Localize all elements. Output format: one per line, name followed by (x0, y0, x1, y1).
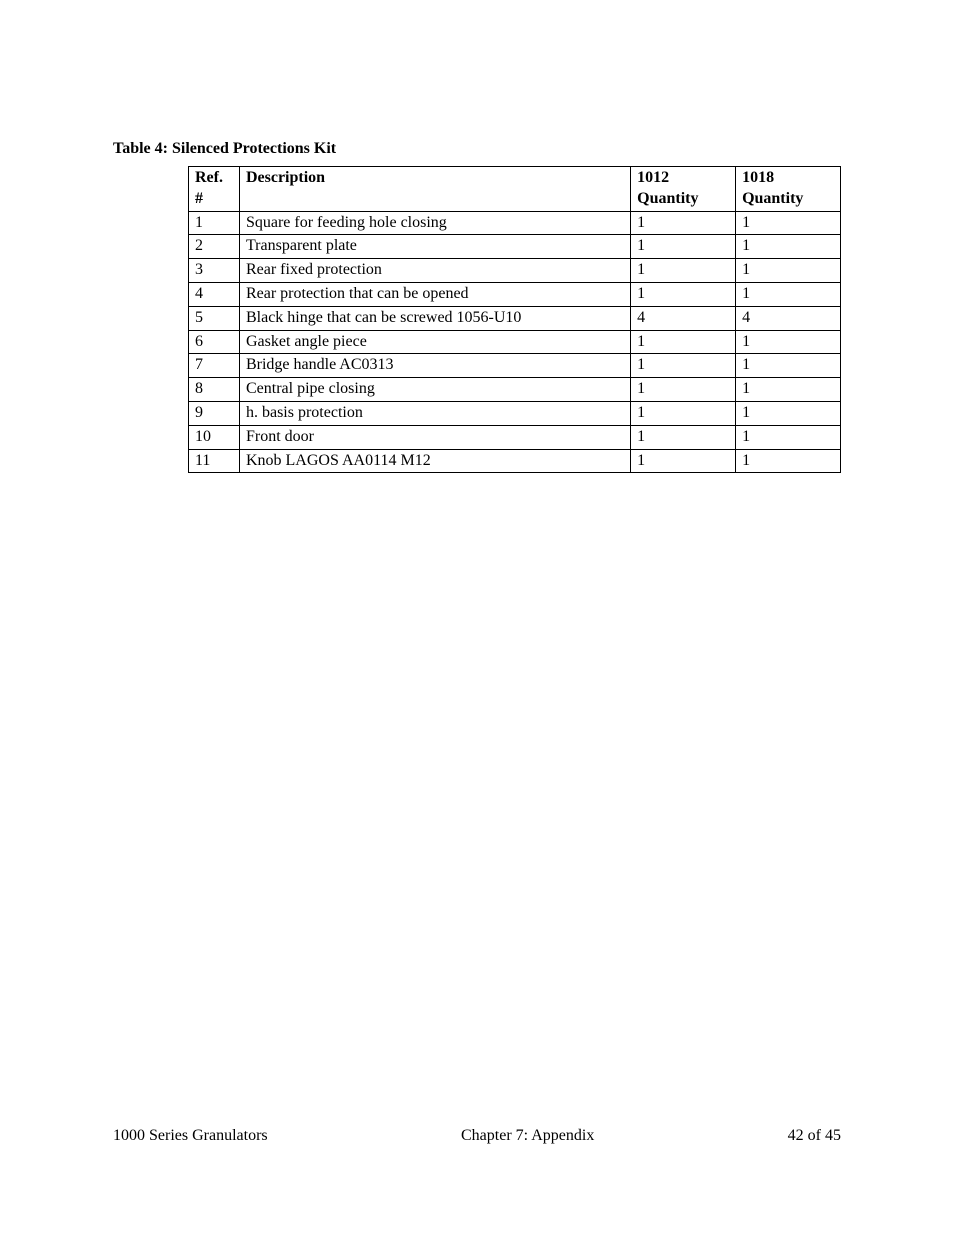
table-row: 3 Rear fixed protection 1 1 (189, 259, 841, 283)
cell-q1: 1 (631, 211, 736, 235)
cell-ref: 2 (189, 235, 240, 259)
table-row: 9 h. basis protection 1 1 (189, 401, 841, 425)
cell-q2: 1 (736, 449, 841, 473)
cell-desc: Front door (239, 425, 630, 449)
footer-left: 1000 Series Granulators (113, 1127, 268, 1145)
cell-q2: 1 (736, 330, 841, 354)
cell-q1: 1 (631, 378, 736, 402)
protections-table: Ref. # Description 1012 Quantity 1018 Qu… (188, 166, 841, 473)
cell-q2: 1 (736, 235, 841, 259)
cell-desc: Bridge handle AC0313 (239, 354, 630, 378)
cell-desc: Gasket angle piece (239, 330, 630, 354)
cell-desc: Knob LAGOS AA0114 M12 (239, 449, 630, 473)
cell-ref: 5 (189, 306, 240, 330)
cell-q2: 1 (736, 401, 841, 425)
cell-q1: 1 (631, 330, 736, 354)
cell-ref: 1 (189, 211, 240, 235)
cell-q2: 1 (736, 354, 841, 378)
table-title: Table 4: Silenced Protections Kit (113, 140, 841, 158)
table-row: 5 Black hinge that can be screwed 1056-U… (189, 306, 841, 330)
cell-q1: 1 (631, 235, 736, 259)
cell-ref: 6 (189, 330, 240, 354)
table-header-row: Ref. # Description 1012 Quantity 1018 Qu… (189, 167, 841, 212)
table-row: 7 Bridge handle AC0313 1 1 (189, 354, 841, 378)
cell-desc: Square for feeding hole closing (239, 211, 630, 235)
header-q2: 1018 Quantity (736, 167, 841, 212)
header-q1: 1012 Quantity (631, 167, 736, 212)
footer-right: 42 of 45 (788, 1127, 841, 1145)
cell-q1: 1 (631, 425, 736, 449)
table-row: 4 Rear protection that can be opened 1 1 (189, 282, 841, 306)
cell-desc: Central pipe closing (239, 378, 630, 402)
table-row: 6 Gasket angle piece 1 1 (189, 330, 841, 354)
cell-ref: 8 (189, 378, 240, 402)
cell-ref: 4 (189, 282, 240, 306)
cell-desc: Transparent plate (239, 235, 630, 259)
cell-ref: 9 (189, 401, 240, 425)
table-row: 2 Transparent plate 1 1 (189, 235, 841, 259)
cell-desc: Black hinge that can be screwed 1056-U10 (239, 306, 630, 330)
cell-ref: 11 (189, 449, 240, 473)
cell-desc: Rear fixed protection (239, 259, 630, 283)
cell-q1: 4 (631, 306, 736, 330)
cell-q2: 1 (736, 282, 841, 306)
cell-desc: h. basis protection (239, 401, 630, 425)
cell-q1: 1 (631, 282, 736, 306)
cell-q2: 1 (736, 378, 841, 402)
cell-q1: 1 (631, 354, 736, 378)
footer-center: Chapter 7: Appendix (461, 1127, 594, 1145)
page-content: Table 4: Silenced Protections Kit Ref. #… (0, 0, 954, 473)
cell-q2: 4 (736, 306, 841, 330)
cell-q2: 1 (736, 259, 841, 283)
cell-q2: 1 (736, 211, 841, 235)
table-body: 1 Square for feeding hole closing 1 1 2 … (189, 211, 841, 473)
table-row: 1 Square for feeding hole closing 1 1 (189, 211, 841, 235)
cell-q1: 1 (631, 449, 736, 473)
cell-q1: 1 (631, 259, 736, 283)
cell-ref: 3 (189, 259, 240, 283)
table-row: 11 Knob LAGOS AA0114 M12 1 1 (189, 449, 841, 473)
cell-ref: 10 (189, 425, 240, 449)
cell-desc: Rear protection that can be opened (239, 282, 630, 306)
cell-ref: 7 (189, 354, 240, 378)
table-row: 10 Front door 1 1 (189, 425, 841, 449)
header-desc: Description (239, 167, 630, 212)
cell-q1: 1 (631, 401, 736, 425)
cell-q2: 1 (736, 425, 841, 449)
table-row: 8 Central pipe closing 1 1 (189, 378, 841, 402)
page-footer: 1000 Series Granulators Chapter 7: Appen… (113, 1127, 841, 1145)
header-ref: Ref. # (189, 167, 240, 212)
